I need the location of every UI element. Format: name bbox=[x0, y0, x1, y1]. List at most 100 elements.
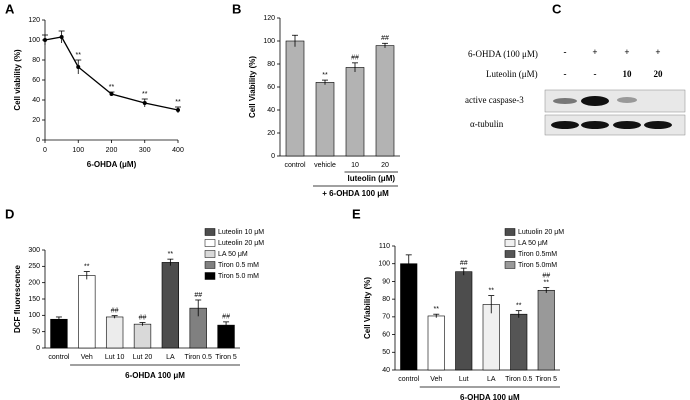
legend-label: Tiron 0.5 mM bbox=[218, 262, 259, 269]
x-tick-label: 20 bbox=[381, 162, 389, 169]
blot-band bbox=[617, 97, 637, 103]
legend-label: Lutuolin 20 μM bbox=[518, 229, 564, 236]
y-tick-label: 100 bbox=[28, 312, 40, 319]
panel-letter: B bbox=[232, 1, 241, 16]
x-tick-label: 100 bbox=[72, 147, 84, 154]
y-tick-label: 80 bbox=[267, 61, 275, 68]
group-label: + 6-OHDA 100 μM bbox=[322, 189, 389, 198]
blot-band bbox=[613, 121, 641, 129]
bar bbox=[375, 45, 395, 157]
y-tick-label: 60 bbox=[32, 77, 40, 84]
y-tick-label: 250 bbox=[28, 263, 40, 270]
y-tick-label: 20 bbox=[32, 117, 40, 124]
y-tick-label: 40 bbox=[382, 367, 390, 374]
bar bbox=[400, 263, 418, 371]
significance: ** bbox=[76, 52, 82, 59]
legend-label: LA 50 μM bbox=[218, 251, 248, 258]
legend-swatch bbox=[204, 228, 216, 236]
treatment-level: - bbox=[564, 69, 567, 79]
y-tick-label: 100 bbox=[378, 261, 390, 268]
blot-band bbox=[581, 121, 609, 129]
bar bbox=[133, 323, 152, 349]
y-tick-label: 0 bbox=[36, 137, 40, 144]
data-point bbox=[176, 108, 180, 112]
legend-label: Luteolin 20 μM bbox=[218, 240, 264, 247]
legend-swatch bbox=[204, 250, 216, 258]
x-tick-label: Tiron 5 bbox=[215, 354, 237, 361]
blot-row-label: α-tubulin bbox=[470, 119, 504, 129]
significance: ** bbox=[142, 91, 148, 98]
blot-strip bbox=[544, 89, 686, 113]
y-tick-label: 120 bbox=[263, 15, 275, 22]
y-tick-label: 0 bbox=[36, 345, 40, 352]
bar bbox=[510, 313, 528, 371]
panel-letter: C bbox=[552, 1, 562, 16]
significance: ** bbox=[168, 251, 174, 258]
significance: ** bbox=[434, 306, 440, 313]
treatment-level: 20 bbox=[654, 69, 664, 79]
legend-swatch bbox=[504, 250, 516, 258]
x-tick-label: 400 bbox=[172, 147, 184, 154]
y-tick-label: 0 bbox=[271, 153, 275, 160]
y-tick-label: 60 bbox=[382, 331, 390, 338]
bar bbox=[217, 324, 235, 349]
legend-swatch bbox=[204, 261, 216, 269]
treatment-level: + bbox=[624, 47, 629, 57]
x-tick-label: vehicle bbox=[314, 162, 336, 169]
x-tick-label: LA bbox=[487, 376, 496, 383]
treatment-level: - bbox=[564, 47, 567, 57]
blot-row-label: active caspase-3 bbox=[465, 95, 524, 105]
legend-label: LA 50 μM bbox=[518, 240, 548, 247]
bar bbox=[315, 82, 335, 157]
y-axis-label: DCF fluorescence bbox=[13, 264, 22, 333]
y-tick-label: 80 bbox=[32, 57, 40, 64]
y-tick-label: 70 bbox=[382, 314, 390, 321]
x-tick-label: 10 bbox=[351, 162, 359, 169]
x-tick-label: Tiron 0.5 bbox=[185, 354, 212, 361]
panel-letter: E bbox=[352, 206, 361, 221]
panel-letter: D bbox=[5, 206, 14, 221]
y-tick-label: 40 bbox=[32, 97, 40, 104]
y-axis-label: Cell Viability (%) bbox=[363, 277, 372, 339]
bar bbox=[161, 262, 180, 349]
x-tick-label: 200 bbox=[106, 147, 118, 154]
bar bbox=[427, 315, 445, 371]
y-tick-label: 80 bbox=[382, 296, 390, 303]
treatment-level: + bbox=[592, 47, 597, 57]
significance: ## bbox=[111, 308, 119, 315]
bar bbox=[537, 289, 555, 371]
bar bbox=[345, 67, 365, 157]
y-tick-label: 120 bbox=[28, 17, 40, 24]
significance: ** bbox=[84, 263, 90, 270]
x-tick-label: Tiron 0.5 bbox=[505, 376, 532, 383]
x-tick-label: Tiron 5 bbox=[535, 376, 557, 383]
panel-letter: A bbox=[5, 1, 15, 16]
x-tick-label: Lut bbox=[459, 376, 469, 383]
significance: ** bbox=[544, 279, 550, 286]
blot-band bbox=[551, 121, 579, 129]
significance: ** bbox=[516, 303, 522, 310]
treatment-level: + bbox=[655, 47, 660, 57]
bar bbox=[50, 318, 68, 349]
bar bbox=[482, 304, 500, 371]
treatment-label: Luteolin (μM) bbox=[486, 69, 538, 79]
data-point bbox=[43, 38, 47, 42]
y-tick-label: 50 bbox=[382, 349, 390, 356]
bar bbox=[285, 40, 305, 157]
significance: ** bbox=[109, 84, 115, 91]
data-point bbox=[59, 35, 64, 39]
treatment-level: - bbox=[594, 69, 597, 79]
y-tick-label: 60 bbox=[267, 84, 275, 91]
y-tick-label: 100 bbox=[263, 38, 275, 45]
legend-label: Luteolin 10 μM bbox=[218, 229, 264, 236]
x-tick-label: 300 bbox=[139, 147, 151, 154]
x-tick-label: 0 bbox=[43, 147, 47, 154]
y-axis-label: Cell viability (%) bbox=[13, 49, 22, 111]
y-tick-label: 150 bbox=[28, 296, 40, 303]
blot-band bbox=[644, 121, 672, 129]
legend-swatch bbox=[504, 239, 516, 247]
significance: ## bbox=[460, 260, 468, 267]
data-point bbox=[109, 92, 114, 96]
significance: ## bbox=[381, 35, 389, 42]
